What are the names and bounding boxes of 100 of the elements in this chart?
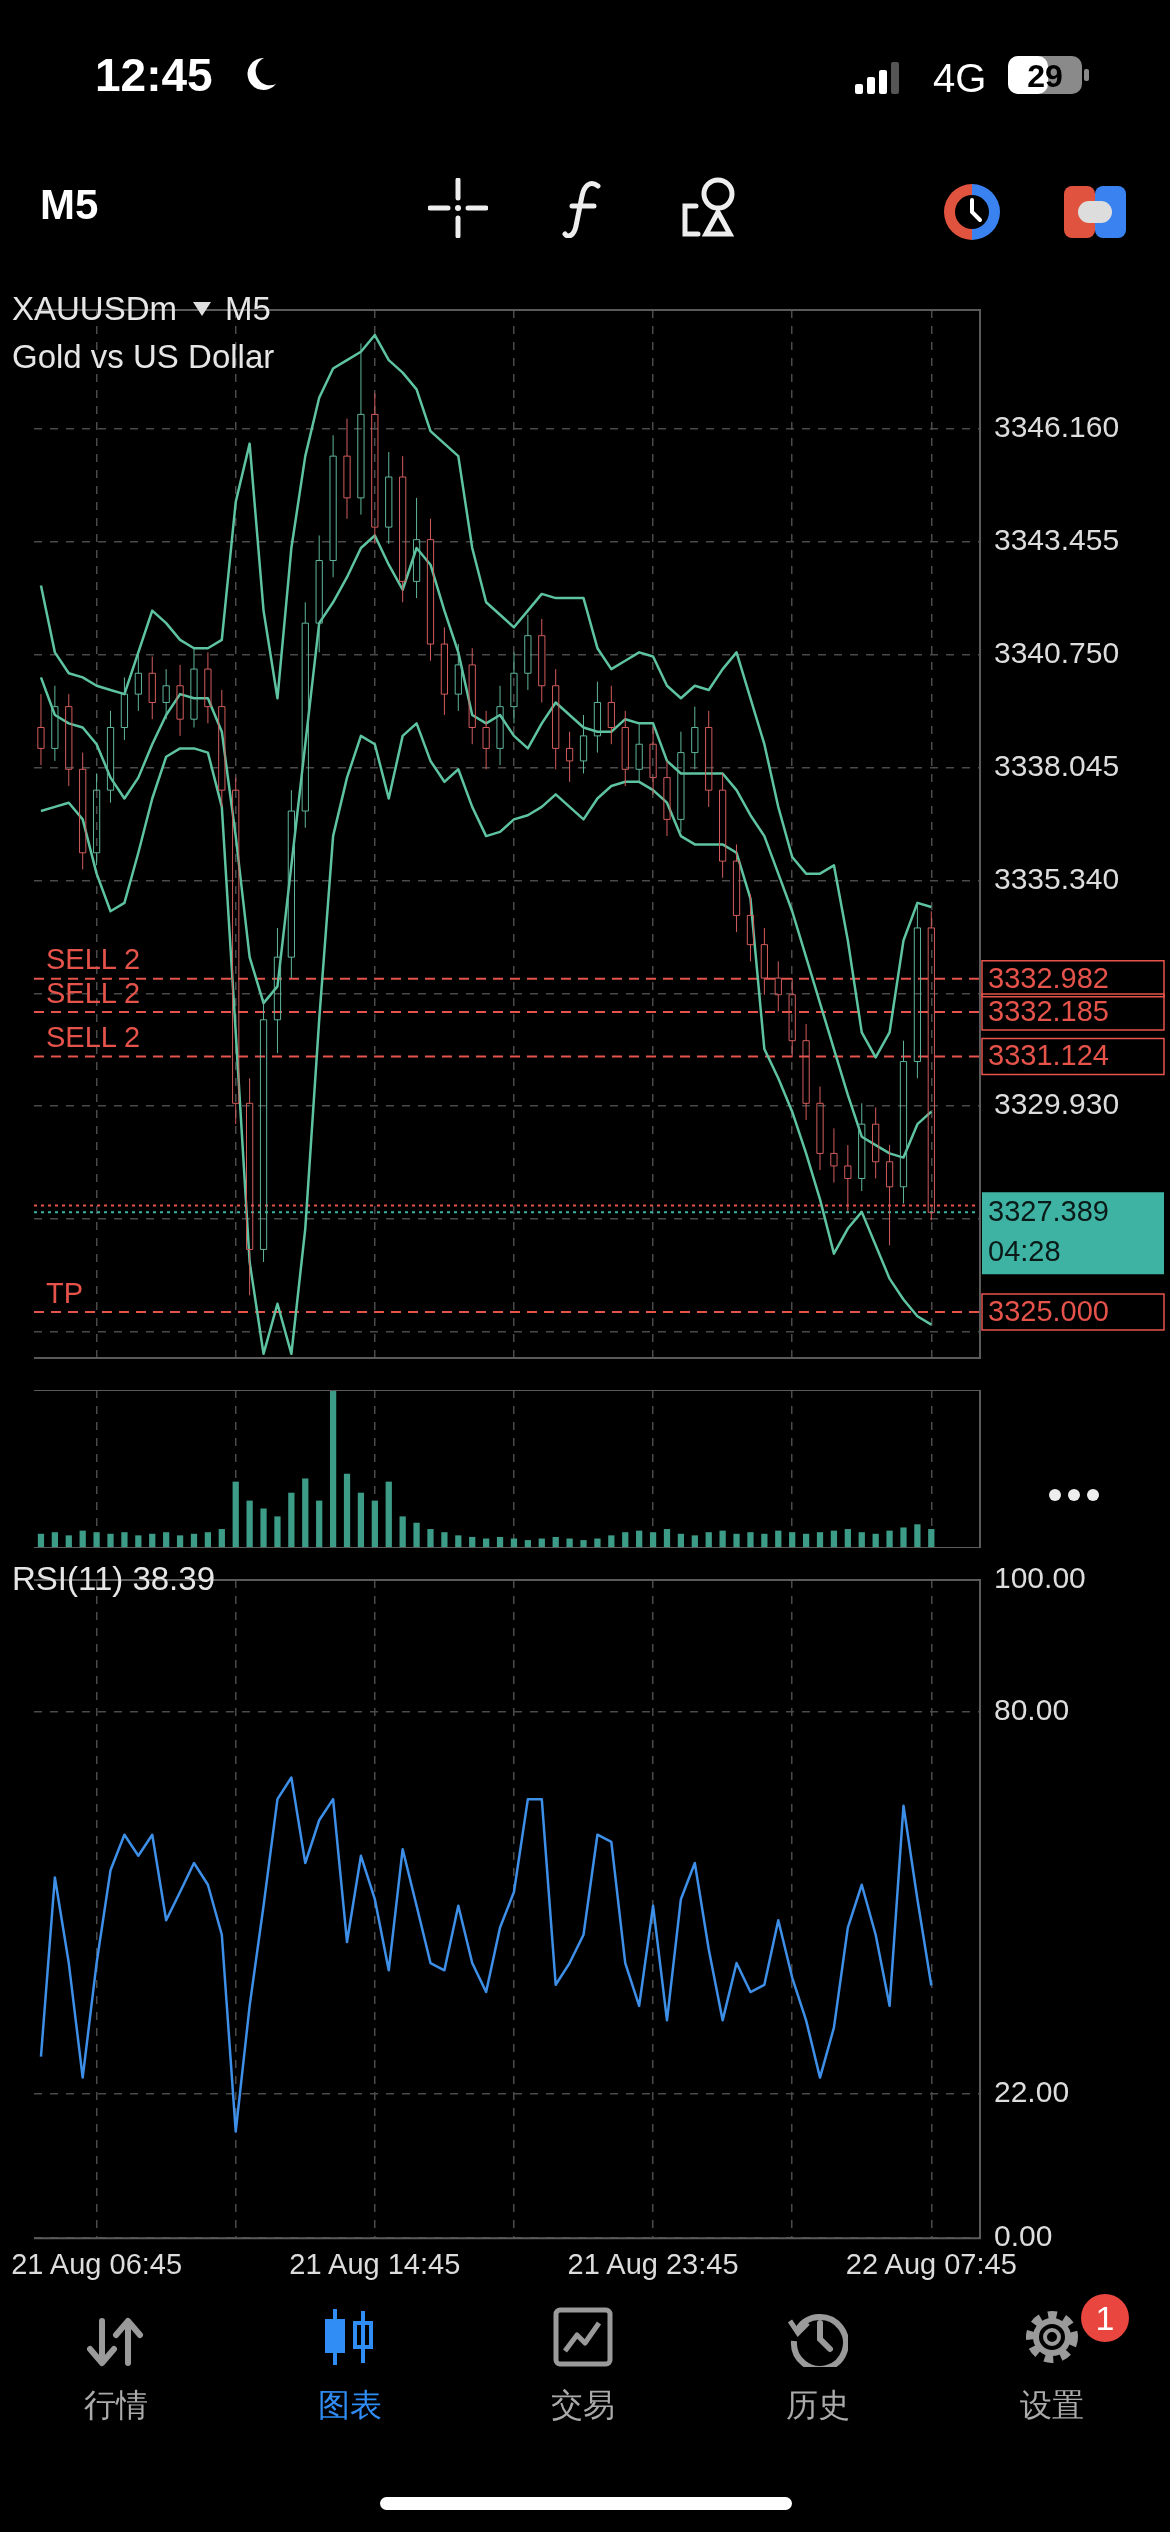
bar — [385, 1481, 392, 1548]
candlestick — [719, 772, 727, 879]
candlestick — [496, 685, 504, 766]
bar — [455, 1535, 462, 1548]
candlestick — [468, 647, 476, 745]
text: 4G — [933, 56, 987, 100]
candlestick — [287, 789, 295, 979]
bar — [928, 1529, 935, 1548]
bar — [608, 1535, 615, 1548]
bar — [107, 1533, 114, 1548]
candlestick — [454, 643, 462, 712]
bar — [914, 1524, 921, 1548]
candlestick — [913, 902, 922, 1079]
y-tick-label: 3338.045 — [994, 748, 1120, 782]
bar — [413, 1522, 420, 1548]
candlestick — [774, 960, 782, 1012]
bar — [329, 1390, 337, 1548]
bar — [357, 1492, 365, 1548]
text: 交易 — [550, 2386, 616, 2424]
x-tick-label: 21 Aug 06:45 — [11, 2247, 183, 2280]
candlestick — [649, 727, 657, 795]
candlestick — [176, 664, 184, 737]
bar — [399, 1516, 406, 1548]
text: 1 — [1094, 2299, 1116, 2337]
bar — [858, 1532, 865, 1548]
candlestick — [301, 601, 309, 829]
candlestick — [440, 626, 449, 716]
candlestick — [552, 668, 560, 770]
annotation: SELL 2 — [46, 1020, 141, 1053]
bar — [844, 1529, 851, 1548]
bar — [260, 1508, 267, 1548]
y-tick-label: 3346.160 — [994, 409, 1120, 443]
candlestick — [106, 710, 115, 804]
bar — [886, 1530, 893, 1548]
bar — [65, 1535, 72, 1548]
bar — [733, 1533, 740, 1548]
candlestick — [844, 1144, 852, 1213]
candlestick — [204, 651, 212, 724]
bar — [163, 1532, 170, 1548]
candlestick — [885, 1144, 894, 1246]
candlestick — [385, 451, 393, 545]
ref-line-label: 3327.389 — [988, 1195, 1109, 1228]
candlestick — [273, 927, 282, 1054]
bar — [302, 1478, 309, 1548]
ref-line-label: 3332.982 — [988, 961, 1109, 994]
candlestick — [538, 618, 546, 703]
candlestick — [565, 731, 574, 783]
candlestick — [677, 731, 685, 833]
bar — [371, 1500, 378, 1548]
bar — [288, 1492, 295, 1548]
bar — [649, 1532, 657, 1548]
bar — [218, 1529, 225, 1548]
candlestick — [635, 722, 643, 783]
candlestick — [37, 693, 45, 766]
text: 12:45 — [95, 49, 213, 101]
candlestick — [134, 651, 142, 712]
bar — [246, 1500, 253, 1548]
candlestick — [246, 1077, 254, 1296]
x-tick-label: 21 Aug 14:45 — [289, 2247, 461, 2280]
candlestick — [65, 693, 73, 787]
candlestick — [816, 1086, 824, 1171]
candlestick — [858, 1102, 866, 1192]
candlestick — [663, 760, 671, 837]
ref-line-label: 3332.185 — [988, 995, 1109, 1028]
candlestick — [691, 706, 699, 770]
bar — [789, 1532, 796, 1548]
candlestick — [329, 434, 337, 578]
bar — [343, 1473, 351, 1548]
y-tick-label: 3340.750 — [994, 635, 1120, 669]
x-tick-label: 21 Aug 23:45 — [567, 2247, 739, 2280]
candlestick — [371, 393, 379, 545]
candlestick — [760, 927, 768, 996]
candlestick — [120, 676, 129, 741]
candlestick — [732, 843, 741, 933]
bar — [121, 1532, 128, 1548]
candlestick — [899, 1040, 908, 1205]
bar — [427, 1529, 434, 1548]
candlestick — [607, 685, 615, 745]
annotation: TP — [46, 1276, 84, 1309]
bar — [580, 1540, 587, 1548]
bar — [900, 1527, 907, 1548]
y-tick-label: 100.00 — [994, 1561, 1086, 1595]
bar — [622, 1532, 629, 1548]
y-tick-label: 80.00 — [994, 1692, 1070, 1726]
bar — [232, 1481, 239, 1548]
bar — [135, 1535, 142, 1548]
bar — [274, 1516, 281, 1548]
candlestick — [79, 752, 87, 870]
bar — [816, 1532, 824, 1548]
candlestick — [399, 455, 407, 603]
candlestick — [51, 685, 59, 762]
annotation: SELL 2 — [46, 943, 141, 976]
candlestick — [524, 614, 532, 691]
candlestick — [579, 714, 588, 774]
bar — [441, 1532, 448, 1548]
candlestick — [788, 977, 796, 1058]
text: 29 — [1026, 58, 1064, 94]
text: 历史 — [785, 2386, 851, 2424]
text: Gold vs US Dollar — [12, 338, 276, 375]
candlestick — [482, 710, 490, 770]
